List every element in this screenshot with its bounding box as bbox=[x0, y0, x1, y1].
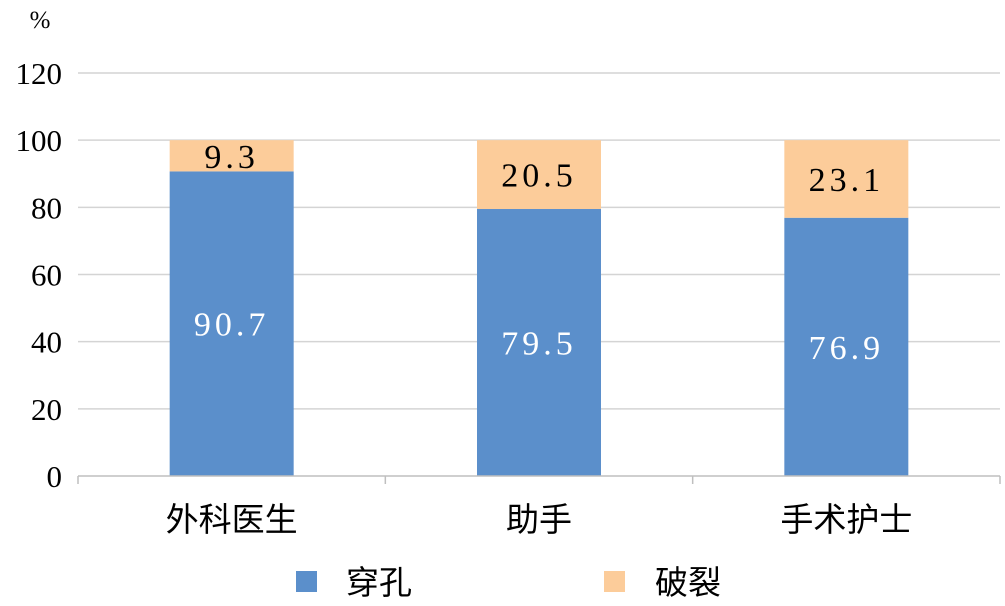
x-category-label: 手术护士 bbox=[780, 500, 912, 539]
data-label: 9.3 bbox=[204, 139, 259, 176]
bar-segment bbox=[477, 140, 601, 210]
legend-swatch-rupture bbox=[604, 571, 625, 592]
data-labels: 90.7 9.3 79.5 20.5 76.9 23.1 bbox=[194, 139, 885, 367]
legend-label-perforation: 穿孔 bbox=[346, 563, 412, 602]
bar-segment bbox=[784, 140, 909, 218]
y-tick-label: 100 bbox=[16, 123, 63, 158]
data-label: 20.5 bbox=[501, 158, 577, 195]
y-tick-label: 120 bbox=[16, 56, 63, 91]
y-tick-label: 0 bbox=[47, 459, 63, 494]
legend: 穿孔 破裂 bbox=[296, 563, 721, 602]
legend-swatch-perforation bbox=[296, 571, 317, 592]
data-label: 90.7 bbox=[194, 307, 270, 344]
bar-segment bbox=[169, 140, 294, 172]
y-tick-label: 40 bbox=[31, 325, 62, 360]
bar-segment bbox=[784, 217, 909, 476]
data-label: 79.5 bbox=[501, 326, 577, 363]
x-axis-ticks bbox=[77, 476, 1001, 484]
y-tick-label: 80 bbox=[31, 190, 62, 225]
data-label: 23.1 bbox=[809, 162, 885, 199]
x-category-label: 外科医生 bbox=[166, 500, 298, 539]
x-category-label: 助手 bbox=[506, 500, 572, 539]
bar-segment bbox=[477, 209, 601, 476]
y-axis-ticks: 0 20 40 60 80 100 120 bbox=[16, 56, 63, 494]
bars bbox=[169, 140, 909, 476]
bar-segment bbox=[169, 171, 294, 476]
legend-label-rupture: 破裂 bbox=[655, 563, 721, 602]
x-axis-category-labels: 外科医生 助手 手术护士 bbox=[166, 500, 913, 539]
data-label: 76.9 bbox=[809, 330, 885, 367]
y-tick-label: 20 bbox=[31, 392, 62, 427]
y-unit-label: % bbox=[30, 7, 51, 34]
y-tick-label: 60 bbox=[31, 258, 62, 293]
